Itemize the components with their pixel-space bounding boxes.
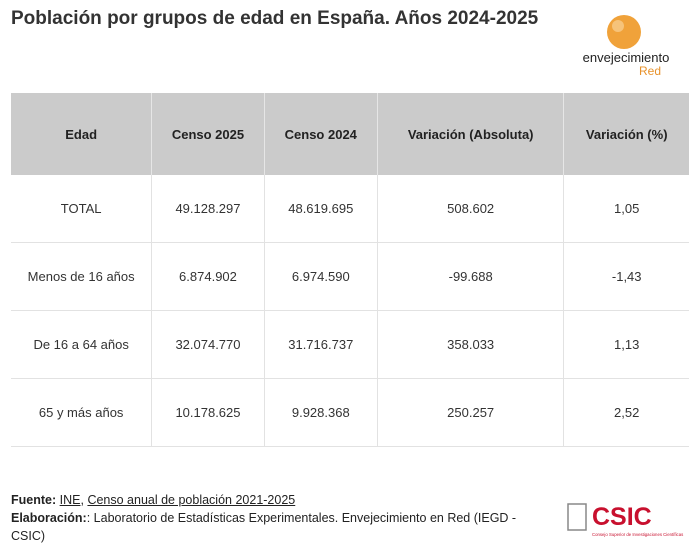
table-row: Menos de 16 años 6.874.902 6.974.590 -99.68… xyxy=(11,242,689,311)
credit-line: Elaboración:: Laboratorio de Estadística… xyxy=(11,509,551,545)
table-cell: TOTAL xyxy=(11,175,152,243)
table-cell: 250.257 xyxy=(376,378,564,447)
table-cell: 31.716.737 xyxy=(263,310,378,379)
table-cell: 32.074.770 xyxy=(151,310,265,379)
credit-label: Elaboración: xyxy=(11,511,87,525)
table-cell: De 16 a 64 años xyxy=(11,310,152,379)
table-cell: 6.874.902 xyxy=(151,242,265,311)
separator: , xyxy=(80,493,84,507)
column-header: Variación (Absoluta) xyxy=(376,93,564,175)
table-cell: -99.688 xyxy=(376,242,564,311)
column-header: Censo 2024 xyxy=(263,93,378,175)
source-label: Fuente: xyxy=(11,493,57,507)
csic-name: CSIC xyxy=(592,503,652,531)
column-header: Variación (%) xyxy=(563,93,689,175)
table-cell: -1,43 xyxy=(563,242,689,311)
table-cell: 48.619.695 xyxy=(263,175,378,243)
csic-full: Consejo Superior de Investigaciones Cien… xyxy=(592,532,683,537)
table-cell: 358.033 xyxy=(376,310,564,379)
title: Población por grupos de edad en España. … xyxy=(11,8,539,29)
logo-subtext: Red xyxy=(639,64,661,78)
table-body: TOTAL 49.128.297 48.619.695 508.602 1,05 Meno… xyxy=(11,175,689,447)
logo-dot xyxy=(612,20,624,32)
source-line: Fuente: INE, Censo anual de población 20… xyxy=(11,491,551,509)
table-cell: 6.974.590 xyxy=(263,242,378,311)
table-cell: 1,13 xyxy=(563,310,689,379)
table-cell: 10.178.625 xyxy=(151,378,265,447)
credit-text: : Laboratorio de Estadísticas Experiment… xyxy=(11,511,517,543)
logo-circle xyxy=(607,15,641,49)
header-row: Edad Censo 2025 Censo 2024 Variación (Absol… xyxy=(11,93,689,175)
csic-logo: CSIC Consejo Superior de Investigaciones… xyxy=(567,503,683,537)
source-link[interactable]: Censo anual de población 2021-2025 xyxy=(87,493,296,507)
source-link[interactable]: INE xyxy=(59,493,81,507)
table-row: TOTAL 49.128.297 48.619.695 508.602 1,05 xyxy=(11,175,689,243)
logo: envejecimiento Red xyxy=(583,15,670,78)
data-table: Edad Censo 2025 Censo 2024 Variación (Absol… xyxy=(11,93,689,447)
csic-emblem xyxy=(567,503,587,531)
table-cell: 2,52 xyxy=(563,378,689,447)
table-cell: 9.928.368 xyxy=(263,378,378,447)
table-cell: 1,05 xyxy=(563,175,689,243)
table-cell: 65 y más años xyxy=(11,378,152,447)
logo-text: envejecimiento xyxy=(583,50,670,65)
table-cell: Menos de 16 años xyxy=(11,242,152,311)
table-cell: 508.602 xyxy=(376,175,564,243)
footer: Fuente: INE, Censo anual de población 20… xyxy=(11,491,551,545)
column-header: Edad xyxy=(11,93,152,175)
table-cell: 49.128.297 xyxy=(151,175,265,243)
table-row: De 16 a 64 años 32.074.770 31.716.737 358.0… xyxy=(11,310,689,379)
column-header: Censo 2025 xyxy=(151,93,265,175)
table-row: 65 y más años 10.178.625 9.928.368 250.257 2… xyxy=(11,378,689,447)
